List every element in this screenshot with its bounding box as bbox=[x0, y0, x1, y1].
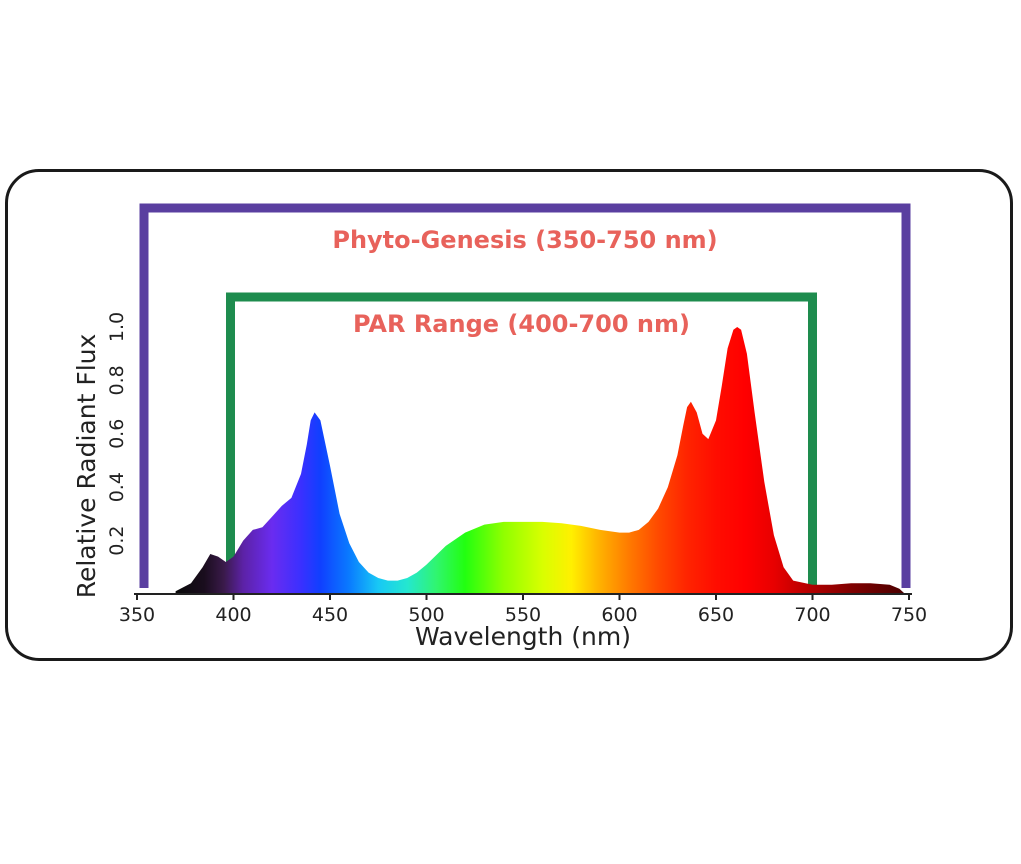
y-tick-label: 0.8 bbox=[106, 365, 128, 395]
spectrum-area bbox=[175, 327, 906, 594]
y-tick-label: 1.0 bbox=[106, 312, 128, 342]
x-tick-label: 500 bbox=[408, 604, 444, 626]
range-label-0: Phyto-Genesis (350-750 nm) bbox=[332, 226, 717, 254]
range-bracket-1 bbox=[226, 292, 817, 588]
range-label-1: PAR Range (400-700 nm) bbox=[353, 310, 690, 338]
x-tick-label: 600 bbox=[601, 604, 637, 626]
x-tick-label: 350 bbox=[119, 604, 155, 626]
x-tick-label: 550 bbox=[505, 604, 541, 626]
range-bracket-0 bbox=[139, 203, 911, 588]
x-tick-label: 450 bbox=[312, 604, 348, 626]
x-axis-title: Wavelength (nm) bbox=[415, 622, 631, 651]
x-tick-label: 700 bbox=[794, 604, 830, 626]
x-tick-label: 400 bbox=[215, 604, 251, 626]
y-tick-label: 0.4 bbox=[106, 472, 128, 502]
y-tick-label: 0.6 bbox=[106, 419, 128, 449]
x-tick-label: 750 bbox=[891, 604, 927, 626]
y-tick-label: 0.2 bbox=[106, 525, 128, 555]
x-tick-label: 650 bbox=[698, 604, 734, 626]
y-axis-title: Relative Radiant Flux bbox=[72, 334, 101, 599]
